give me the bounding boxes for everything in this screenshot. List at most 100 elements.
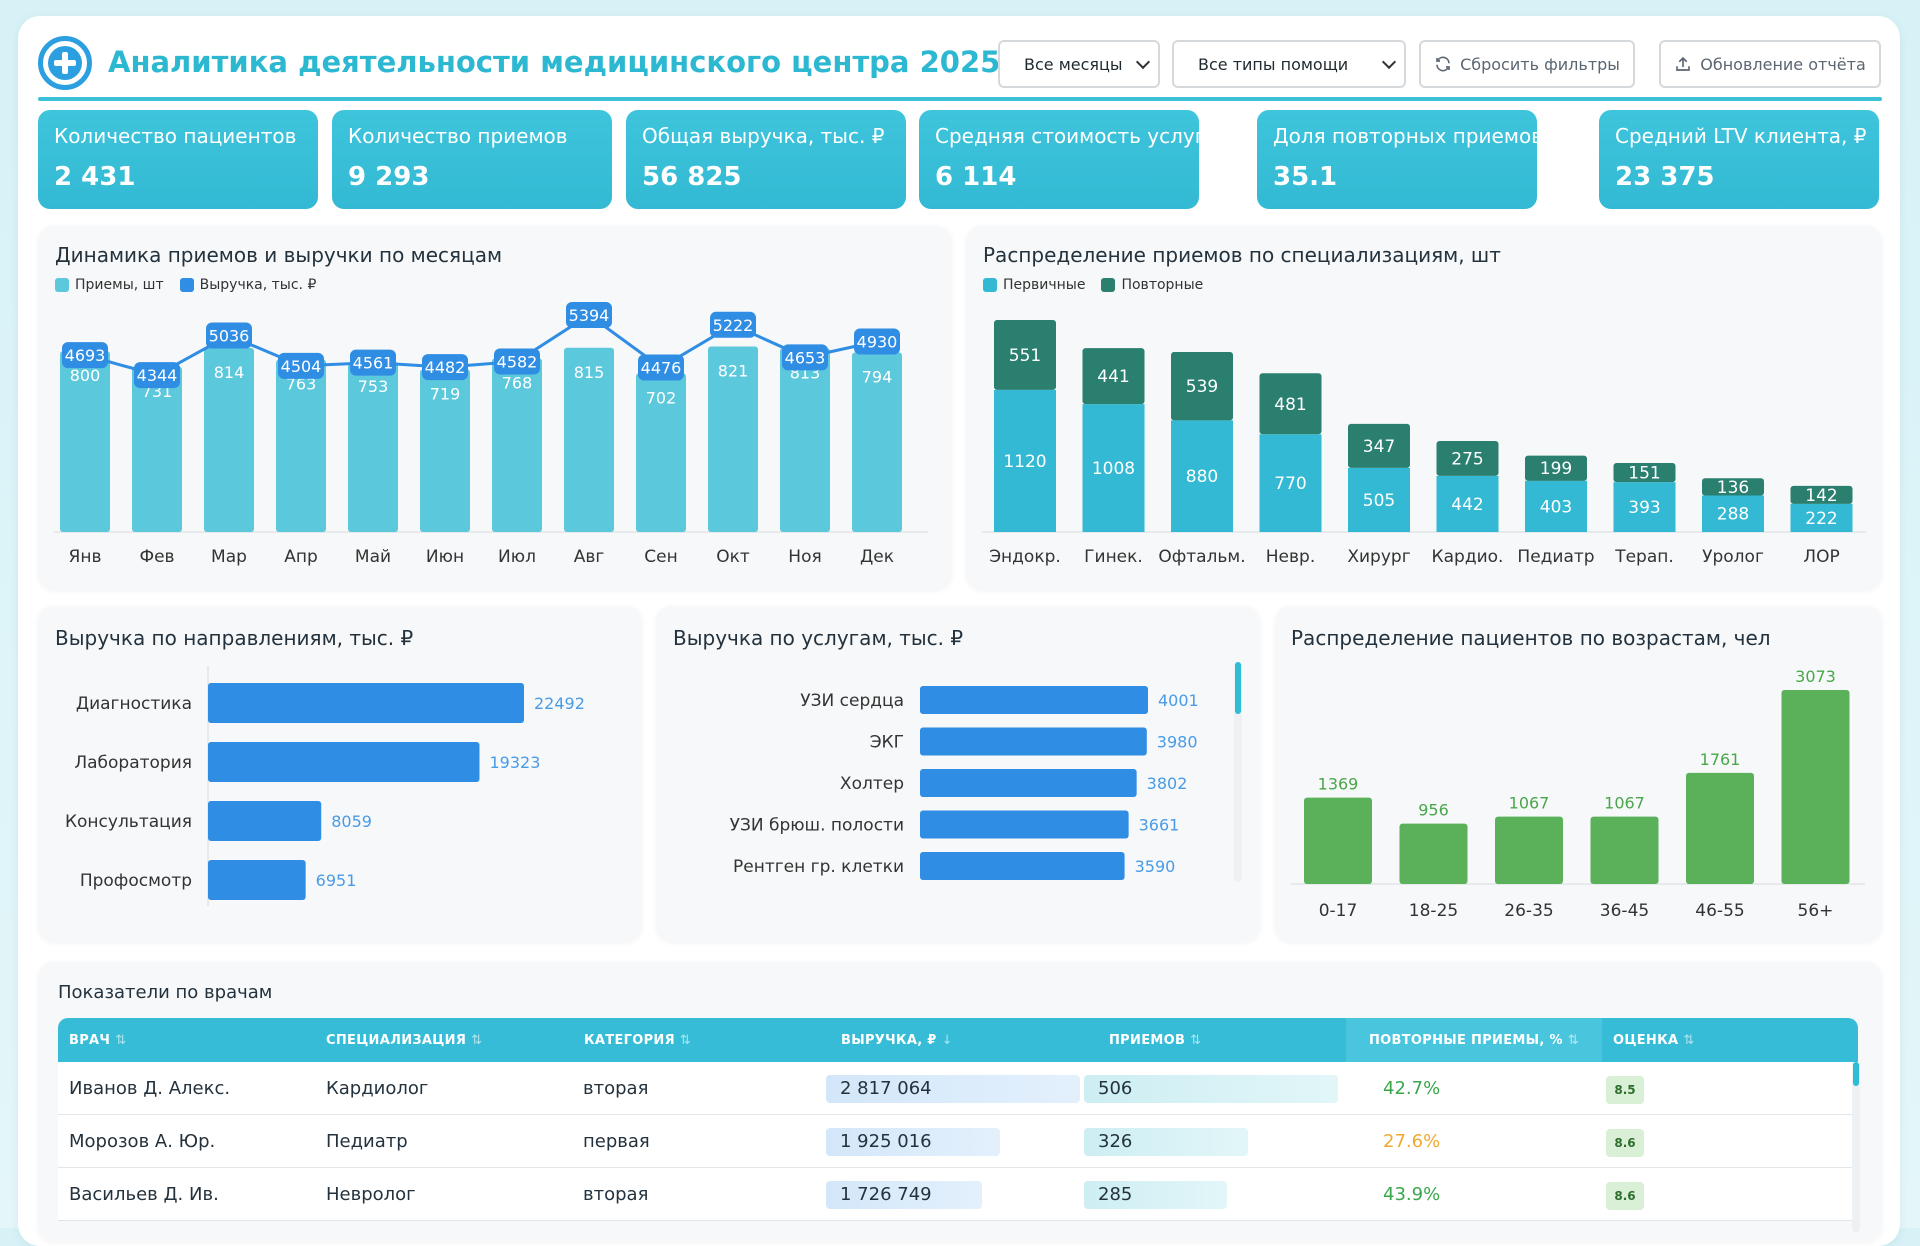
- ages-chart-title: Распределение пациентов по возрастам, че…: [1291, 626, 1771, 650]
- visits-value: 285: [1098, 1184, 1133, 1205]
- primary-bar: [1259, 434, 1322, 532]
- legend-swatch: [1101, 278, 1116, 292]
- primary-label: 1008: [1092, 459, 1135, 479]
- value-label: 4001: [1158, 691, 1199, 710]
- repeat-label: 275: [1451, 449, 1483, 469]
- kpi-value: 2 431: [54, 162, 136, 192]
- directions-chart-panel: Выручка по направлениям, тыс. ₽ Диагност…: [38, 606, 642, 942]
- direction-bar: [208, 801, 322, 841]
- monthly-chart-title: Динамика приемов и выручки по месяцам: [55, 243, 503, 267]
- revenue-label: 4930: [857, 333, 898, 352]
- primary-bar: [1702, 495, 1764, 532]
- primary-bar: [1613, 482, 1676, 532]
- sort-icon: ⇅: [471, 1032, 483, 1048]
- visits-bar: [420, 369, 470, 532]
- visits-bar: [276, 359, 326, 532]
- revenue-value: 2 817 064: [840, 1078, 932, 1099]
- col-doctor[interactable]: ВРАЧ ⇅: [69, 1018, 126, 1062]
- revenue-line: [84, 313, 878, 377]
- x-tick-label: 0-17: [1319, 901, 1358, 921]
- monthly-legend: Приемы, шт Выручка, тыс. ₽: [55, 277, 316, 293]
- visits-bar: [492, 358, 542, 532]
- primary-bar: [1082, 404, 1145, 532]
- col-visits[interactable]: ПРИЕМОВ ⇅: [1109, 1018, 1201, 1062]
- services-chart-title: Выручка по услугам, тыс. ₽: [673, 626, 964, 650]
- primary-bar: [994, 389, 1056, 532]
- revenue-point: [62, 342, 108, 369]
- x-tick-label: 18-25: [1409, 901, 1458, 921]
- y-tick-label: УЗИ сердца: [800, 691, 904, 711]
- repeat-bar: [1702, 478, 1764, 496]
- month-filter-select[interactable]: Все месяцы: [998, 40, 1160, 88]
- specialization-legend: Первичные Повторные: [983, 277, 1203, 293]
- x-tick-label: Сен: [644, 547, 677, 567]
- monthly-chart: 800Янв731Фев814Мар763Апр753Май719Июн768И…: [54, 301, 928, 567]
- specialization-chart: 1120 551 Эндокр. 1008 441 Гинек. 880 539 Офтальм…: [982, 320, 1866, 567]
- kpi-label: Количество приемов: [348, 124, 568, 148]
- revenue-point: [710, 311, 756, 338]
- doctor-specialization: Невролог: [326, 1184, 416, 1205]
- value-label: 8059: [331, 812, 372, 831]
- visits-label: 719: [430, 385, 461, 404]
- kpi-revenue: Общая выручка, тыс. ₽ 56 825: [626, 110, 906, 209]
- x-tick-label: Янв: [69, 547, 102, 567]
- doctor-name: Иванов Д. Алекс.: [69, 1078, 231, 1099]
- revenue-label: 4653: [785, 348, 826, 367]
- revenue-label: 5036: [209, 326, 250, 345]
- table-row[interactable]: Васильев Д. Ив. Невролог вторая 1 726 749 28…: [58, 1168, 1852, 1221]
- value-label: 3073: [1795, 667, 1836, 686]
- table-scrollbar[interactable]: [1852, 1062, 1860, 1232]
- service-bar: [920, 769, 1137, 797]
- repeat-bar: [1525, 455, 1587, 481]
- repeat-bar: [1436, 441, 1499, 476]
- revenue-label: 5222: [713, 316, 754, 335]
- visits-bar: [60, 351, 110, 532]
- kpi-repeat-share: Доля повторных приемов, % 35.1: [1257, 110, 1575, 209]
- revenue-label: 4476: [641, 359, 682, 378]
- legend-label: Выручка, тыс. ₽: [199, 277, 317, 293]
- kpi-visits: Количество приемов 9 293: [332, 110, 612, 209]
- value-label: 22492: [534, 694, 585, 713]
- y-tick-label: УЗИ брюш. полости: [730, 816, 904, 836]
- col-rating[interactable]: ОЦЕНКА ⇅: [1613, 1018, 1695, 1062]
- refresh-icon: [1436, 56, 1450, 72]
- x-tick-label: Офтальм.: [1158, 547, 1245, 567]
- medical-cross-logo-icon: [38, 36, 92, 90]
- legend-label: Первичные: [1003, 277, 1086, 293]
- y-tick-label: ЭКГ: [870, 733, 904, 753]
- services-scrollbar-thumb[interactable]: [1235, 662, 1241, 714]
- services-chart-panel: Выручка по услугам, тыс. ₽ УЗИ сердца 400…: [656, 606, 1260, 942]
- direction-bar: [208, 860, 306, 900]
- col-specialization[interactable]: СПЕЦИАЛИЗАЦИЯ ⇅: [326, 1018, 482, 1062]
- kpi-label: Средняя стоимость услуги, ₽: [935, 124, 1244, 148]
- services-scrollbar[interactable]: [1234, 662, 1242, 882]
- visits-bar: [636, 373, 686, 532]
- col-repeat[interactable]: ПОВТОРНЫЕ ПРИЕМЫ, % ⇅: [1346, 1018, 1602, 1062]
- x-tick-label: Терап.: [1614, 547, 1674, 567]
- rating-badge: 8.5: [1606, 1076, 1644, 1104]
- service-bar: [920, 686, 1148, 714]
- table-row[interactable]: Морозов А. Юр. Педиатр первая 1 925 016 326 2…: [58, 1115, 1852, 1168]
- services-chart: УЗИ сердца 4001 ЭКГ 3980 Холтер 3802 УЗИ брюш.…: [730, 686, 1199, 880]
- visits-label: 800: [70, 366, 101, 385]
- table-row[interactable]: Иванов Д. Алекс. Кардиолог вторая 2 817 064…: [58, 1062, 1852, 1115]
- type-filter-value: Все типы помощи: [1198, 54, 1349, 74]
- visits-value: 506: [1098, 1078, 1133, 1099]
- type-filter-select[interactable]: Все типы помощи: [1172, 40, 1406, 88]
- refresh-report-button[interactable]: Обновление отчёта: [1659, 40, 1881, 88]
- chevron-down-icon: [1381, 54, 1397, 70]
- table-scrollbar-thumb[interactable]: [1853, 1062, 1859, 1086]
- primary-bar: [1436, 475, 1499, 532]
- x-tick-label: Ноя: [788, 547, 821, 567]
- revenue-point: [854, 328, 900, 355]
- revenue-bar: [826, 1128, 1000, 1156]
- col-revenue[interactable]: ВЫРУЧКА, ₽ ↓: [841, 1018, 953, 1062]
- value-label: 3802: [1147, 774, 1188, 793]
- y-tick-label: Холтер: [840, 774, 904, 794]
- reset-filters-label: Сбросить фильтры: [1460, 54, 1620, 74]
- x-tick-label: Май: [355, 547, 391, 567]
- refresh-report-label: Обновление отчёта: [1700, 54, 1866, 74]
- legend-swatch: [179, 278, 194, 292]
- reset-filters-button[interactable]: Сбросить фильтры: [1419, 40, 1635, 88]
- col-category[interactable]: КАТЕГОРИЯ ⇅: [584, 1018, 691, 1062]
